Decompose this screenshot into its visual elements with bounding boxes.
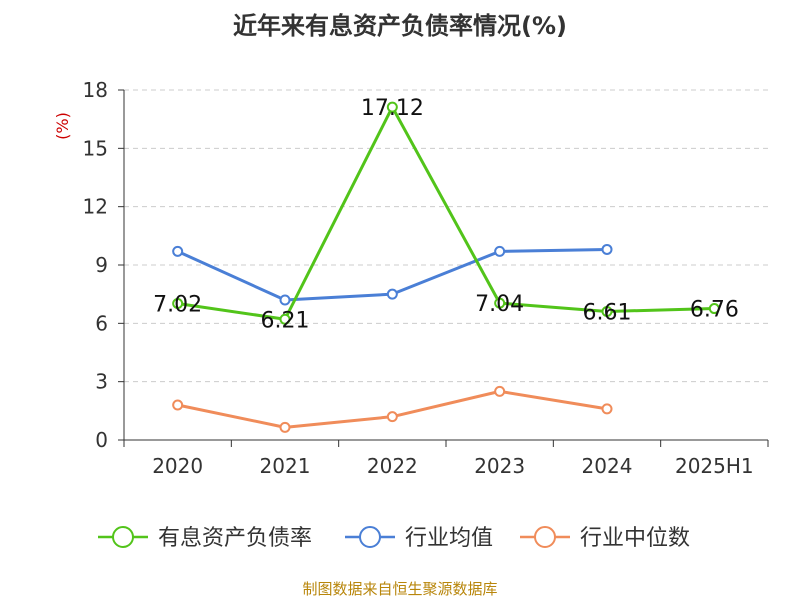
data-label: 7.04 — [475, 292, 524, 317]
series-lines — [172, 101, 720, 433]
data-point — [708, 303, 720, 315]
data-point — [172, 245, 184, 257]
legend-marker — [112, 526, 134, 548]
y-tick-label: 0 — [95, 428, 108, 452]
data-label: 17.12 — [361, 96, 424, 121]
axes: 0 3 6 9 12 15 18 2020 2021 2022 2023 2024 2025H1 (%) — [53, 78, 769, 478]
data-point — [494, 297, 506, 309]
y-tick-label: 12 — [83, 195, 108, 219]
data-point — [386, 288, 398, 300]
y-axis-label: (%) — [53, 112, 72, 140]
data-label: 6.76 — [690, 298, 739, 323]
data-point — [172, 399, 184, 411]
x-tick-label: 2020 — [152, 454, 203, 478]
x-tick-label: 2025H1 — [675, 454, 754, 478]
data-point — [279, 294, 291, 306]
data-point — [601, 243, 613, 255]
chart-title: 近年来有息资产负债率情况(%) — [233, 12, 567, 40]
data-point — [601, 305, 613, 317]
data-point — [386, 101, 398, 113]
data-point — [279, 421, 291, 433]
legend: 有息资产负债率 行业均值 行业中位数 — [98, 526, 690, 551]
data-point — [386, 411, 398, 423]
grid-lines — [124, 89, 768, 383]
x-tick-label: 2022 — [367, 454, 418, 478]
legend-label: 行业中位数 — [580, 526, 690, 551]
data-point — [279, 313, 291, 325]
data-label: 6.61 — [583, 300, 632, 325]
data-point — [494, 245, 506, 257]
source-note: 制图数据来自恒生聚源数据库 — [302, 580, 498, 598]
legend-marker — [534, 526, 556, 548]
legend-marker — [359, 526, 381, 548]
data-label: 6.21 — [261, 308, 310, 333]
x-tick-label: 2024 — [582, 454, 633, 478]
y-tick-label: 6 — [95, 311, 108, 335]
x-tick-label: 2023 — [474, 454, 525, 478]
legend-label: 有息资产负债率 — [158, 526, 312, 551]
y-tick-label: 3 — [95, 370, 108, 394]
x-tick-label: 2021 — [260, 454, 311, 478]
legend-label: 行业均值 — [405, 526, 493, 551]
data-point — [172, 298, 184, 309]
y-tick-label: 9 — [95, 253, 108, 277]
y-tick-label: 15 — [83, 136, 108, 160]
data-label: 7.02 — [153, 293, 202, 318]
series-line — [177, 105, 715, 321]
data-labels: 7.02 6.21 17.12 7.04 6.61 6.76 — [153, 96, 739, 333]
data-point — [494, 385, 506, 397]
data-point — [601, 403, 613, 415]
y-tick-label: 18 — [83, 78, 108, 102]
